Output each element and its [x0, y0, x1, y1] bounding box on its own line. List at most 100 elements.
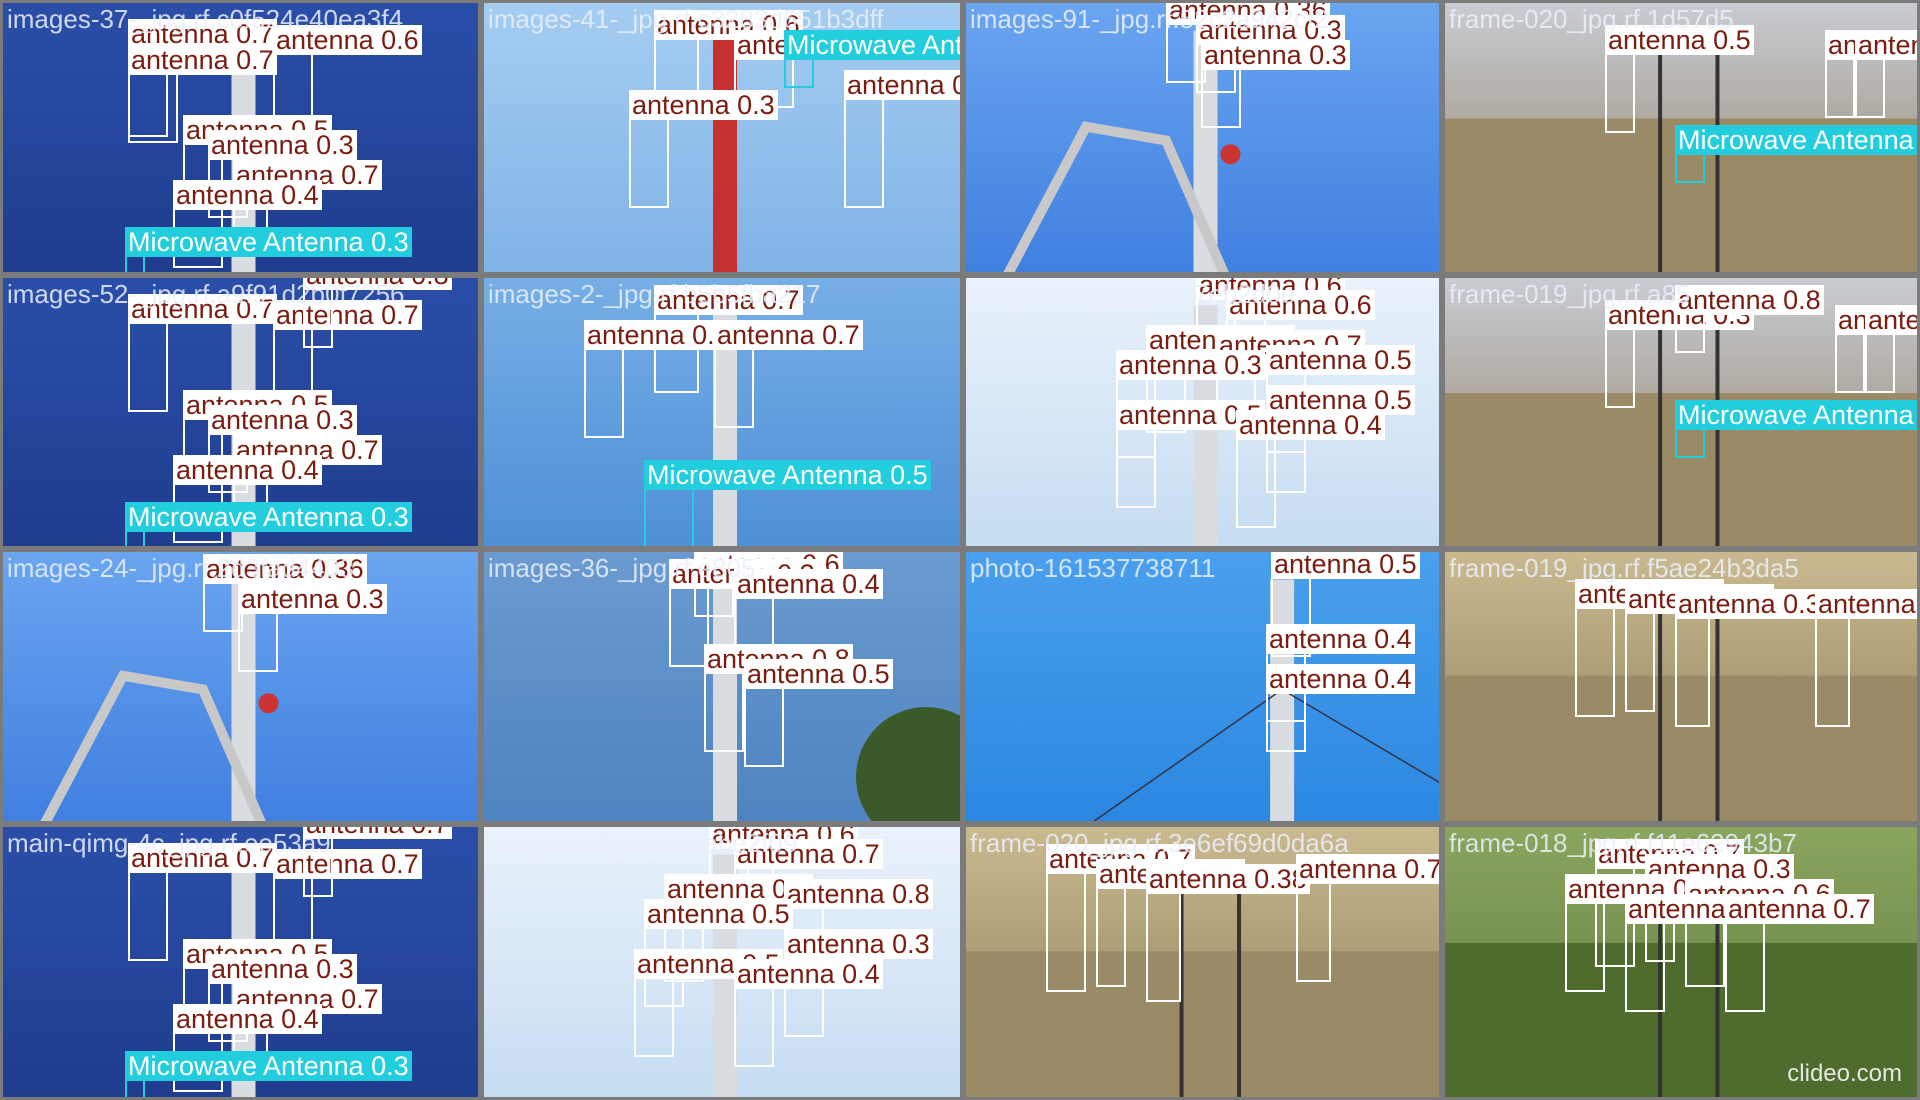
tree [856, 707, 960, 821]
bounding-box [1675, 428, 1705, 458]
prediction-tile: images-37-_jpg.rf.c0f524e40ea3f4 antenna … [0, 0, 481, 275]
detection-label: antenna 0.4 [173, 180, 322, 210]
detection-label: antenna 0.4 [1266, 664, 1415, 694]
bounding-box [1146, 892, 1181, 1002]
detection-label: antenna 0.7 [273, 849, 422, 879]
tile-filename: images-52-_jpg.rf.a9f91d2b0f7256 [7, 279, 405, 309]
bounding-box [1625, 612, 1655, 712]
tile-filename: frame-020_jpg.rf.1d57d5 [1449, 4, 1734, 34]
tile-filename: frame-018_jpg.rf.f11e62943b7 [1449, 828, 1797, 858]
tile-image [1445, 827, 1917, 1097]
detection-label: antenna 0.3 [1201, 40, 1350, 70]
bounding-box [734, 987, 774, 1067]
tile-filename: main-qimg-4c_jpg.rf.ee53a9 [7, 828, 331, 858]
bounding-box [1605, 328, 1635, 408]
detection-label: antenna 0.7 [128, 843, 277, 873]
detection-label: antenna 0.3 [1116, 350, 1265, 380]
bounding-box [1825, 58, 1855, 118]
prediction-tile: images-2-_jpg.rf.b5b5fba217 antenna 0.7 an… [481, 275, 963, 549]
detection-label: antenna 0.8 [784, 879, 933, 909]
detection-label: Microwave Antenna 0.6 [1675, 400, 1917, 430]
detection-label: antenna 0.7 [714, 320, 863, 350]
bounding-box [128, 322, 168, 412]
bounding-box [1266, 692, 1306, 752]
bounding-box [1116, 428, 1156, 508]
tile-filename: photo-161537738711 [970, 553, 1216, 583]
detection-label: Microwave Antenna 0.5 [644, 460, 931, 490]
detection-label: Microwave Antenna 0.6 [1675, 125, 1917, 155]
detection-label: antenna 0.4 [734, 959, 883, 989]
guy-wire-right [1281, 688, 1439, 784]
detection-label: antenna 0.7 [128, 45, 277, 75]
detection-label: antenna 0.7 [1296, 854, 1439, 884]
guard-rail [1003, 121, 1229, 272]
detection-label: antenna 0.7 [128, 19, 277, 49]
bounding-box [1725, 922, 1765, 1012]
detection-label: antenna 0.5 [1271, 552, 1420, 579]
detection-label: antenna 0.5 [844, 70, 960, 100]
guy-wire-left [1093, 688, 1283, 821]
bounding-box [125, 530, 145, 546]
guard-rail [40, 670, 266, 821]
detection-label: antenna 0.3 [208, 954, 357, 984]
tile-filename: images-2-_jpg.rf.b5b5fba217 [488, 279, 821, 309]
bounding-box [844, 98, 884, 208]
bounding-box [714, 348, 754, 428]
bounding-box [1046, 872, 1086, 992]
bounding-box [1835, 333, 1865, 393]
bounding-box [1565, 902, 1605, 992]
bounding-box [1575, 607, 1615, 717]
detection-label: antenna 0.3 [1675, 589, 1824, 619]
bounding-box [634, 977, 674, 1057]
tower-mast [1270, 579, 1295, 821]
tile-filename: images-91-_jpg.rf.52c2a942cf2 [970, 4, 1329, 34]
bounding-box [1865, 333, 1895, 393]
detection-label: antenna 0.7 [273, 300, 422, 330]
bounding-box [1675, 313, 1705, 353]
detection-label: antenna 0.4 [173, 1004, 322, 1034]
bounding-box [125, 255, 145, 272]
bounding-box [1675, 617, 1710, 727]
detection-label: antenna 0.7 [654, 285, 803, 315]
detection-label: antenna 0.3 [629, 90, 778, 120]
prediction-tile: images-41-_jpg.rf.c3283d651b3dff antenna … [481, 0, 963, 275]
bounding-box [629, 118, 669, 208]
detection-label: antenna 0.36 [203, 554, 367, 584]
detection-label: Microwave Antenna 0.3 [125, 227, 412, 257]
bounding-box [128, 73, 178, 143]
bounding-box [644, 488, 694, 546]
prediction-tile: photo-161537738711 antenna 0.5 antenna 0.4… [963, 549, 1442, 824]
tile-filename: images-24-_jpg.rf.2d3fad4403 [7, 553, 354, 583]
bounding-box [1815, 617, 1850, 727]
bounding-box [1296, 882, 1331, 982]
detection-label: Microwave Antenna 0.3 [125, 1051, 412, 1081]
bounding-box [1096, 887, 1126, 987]
detection-label: antenna 0.4 [173, 455, 322, 485]
bounding-box [1625, 922, 1665, 1012]
climber-figure [258, 693, 279, 714]
detection-label: antenna 0.6 [1226, 290, 1375, 320]
bounding-box [669, 587, 709, 667]
climber-figure [1220, 144, 1241, 165]
tile-filename: images-38_jpg.rf.3abe2f09 [488, 828, 798, 858]
watermark: clideo.com [1787, 1060, 1902, 1087]
detection-label: antenna 0.3 [238, 584, 387, 614]
detection-label: antenna 0.7 [128, 294, 277, 324]
detection-label: antenna 0.6 [584, 320, 733, 350]
detection-label: Microwave Antenna 0.4 [784, 30, 960, 60]
detection-label: antenna 0.7 [734, 839, 883, 869]
ground [1445, 675, 1917, 821]
detection-label: antenna 0.4 [734, 569, 883, 599]
bounding-box [273, 53, 313, 123]
detection-label: antenna 0.8 [1855, 30, 1917, 60]
detection-label: antenna 0.8 [1675, 285, 1824, 315]
detection-label: antenna 0.7 [303, 827, 452, 839]
prediction-tile: frame-020_jpg.rf.3e6ef69d0da6a antenna 0.… [963, 824, 1442, 1100]
bounding-box [584, 348, 624, 438]
detection-label: antenna 0.8 [303, 278, 452, 290]
tile-filename: images-37-_jpg.rf.c0f524e40ea3f4 [7, 4, 404, 34]
